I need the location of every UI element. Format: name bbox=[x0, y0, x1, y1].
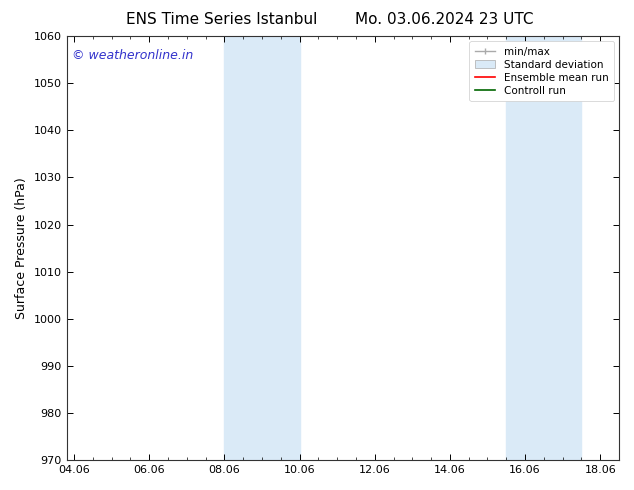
Text: Mo. 03.06.2024 23 UTC: Mo. 03.06.2024 23 UTC bbox=[354, 12, 533, 27]
Legend: min/max, Standard deviation, Ensemble mean run, Controll run: min/max, Standard deviation, Ensemble me… bbox=[469, 41, 614, 101]
Bar bbox=[507, 36, 581, 460]
Bar bbox=[224, 36, 299, 460]
Text: © weatheronline.in: © weatheronline.in bbox=[72, 49, 193, 62]
Y-axis label: Surface Pressure (hPa): Surface Pressure (hPa) bbox=[15, 177, 28, 319]
Text: ENS Time Series Istanbul: ENS Time Series Istanbul bbox=[126, 12, 318, 27]
